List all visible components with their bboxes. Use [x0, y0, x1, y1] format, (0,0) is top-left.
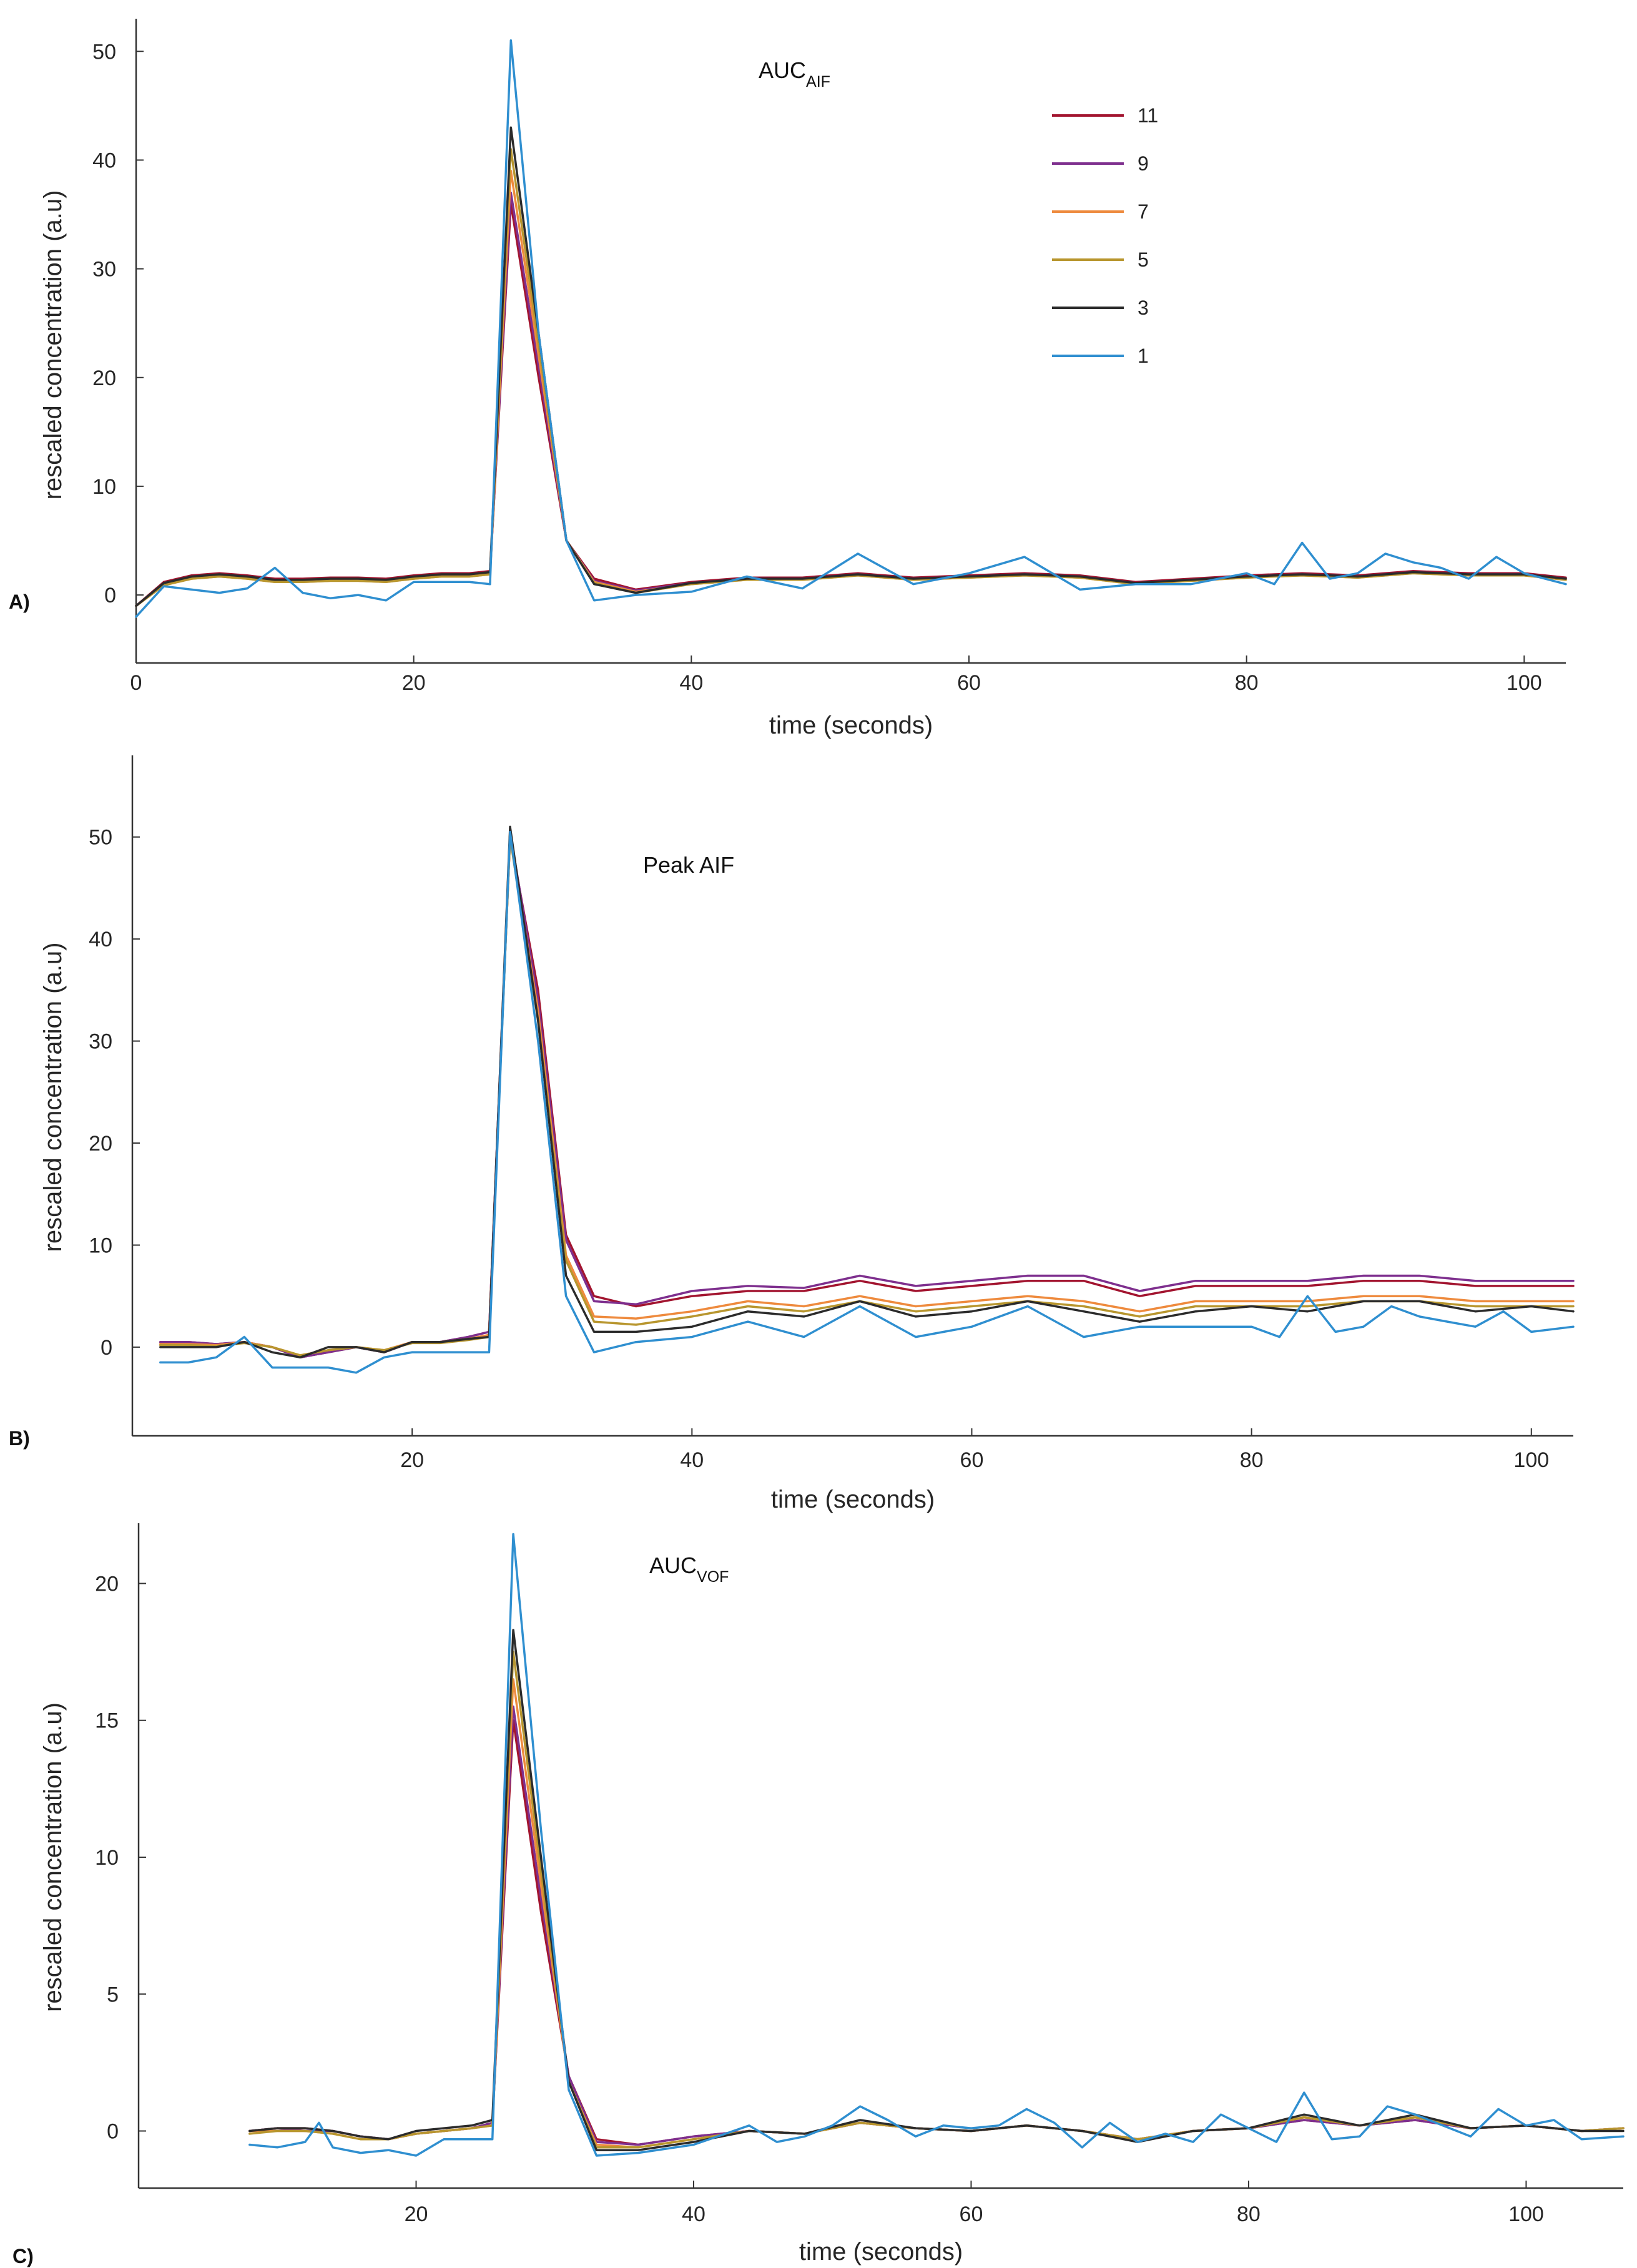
- series-line-1: [248, 1533, 1625, 2157]
- y-tick-label: 50: [92, 40, 116, 64]
- y-tick-label: 15: [95, 1709, 119, 1733]
- y-axis-title: rescaled concentration (a.u): [39, 943, 67, 1252]
- x-tick-label: 20: [400, 1448, 424, 1472]
- x-tick-label: 40: [680, 1448, 704, 1472]
- x-tick-label: 100: [1508, 2202, 1544, 2226]
- y-tick-label: 50: [89, 826, 112, 850]
- y-tick-label: 40: [89, 928, 112, 951]
- panel-label: C): [12, 2245, 34, 2267]
- x-tick-label: 80: [1235, 671, 1259, 695]
- series-line-5: [159, 835, 1575, 1357]
- panel-annotation: Peak AIF: [643, 852, 734, 878]
- x-tick-label: 40: [679, 671, 703, 695]
- annotation-main: AUC: [759, 57, 806, 83]
- x-tick-label: 60: [957, 671, 981, 695]
- annotation-main: AUC: [649, 1553, 697, 1578]
- x-axis-title: time (seconds): [769, 712, 933, 739]
- series-line-1: [159, 830, 1575, 1374]
- x-tick-label: 40: [682, 2202, 705, 2226]
- legend: 11 9 7 5 3 1: [1052, 104, 1158, 367]
- y-tick-label: 20: [92, 366, 116, 390]
- x-axis-title: time (seconds): [799, 2238, 963, 2266]
- legend-label-1: 1: [1138, 345, 1149, 367]
- y-tick-label: 10: [89, 1234, 112, 1257]
- legend-label-3: 3: [1138, 297, 1149, 319]
- annotation-subscript: VOF: [697, 1568, 729, 1586]
- legend-label-11: 11: [1138, 104, 1158, 127]
- x-tick-label: 100: [1507, 671, 1542, 695]
- y-tick-label: 0: [107, 2120, 119, 2144]
- x-tick-label: 20: [405, 2202, 428, 2226]
- chart-panel-3: 0 5 10 15 20 20 40 60 80 100 time (seconds) rescale…: [12, 1523, 1625, 2267]
- x-tick-label: 80: [1237, 2202, 1261, 2226]
- y-tick-label: 10: [95, 1846, 119, 1870]
- x-tick-label: 80: [1240, 1448, 1264, 1472]
- legend-label-9: 9: [1138, 152, 1149, 175]
- y-tick-label: 30: [89, 1030, 112, 1054]
- panel-annotation: AUCAIF: [759, 57, 830, 91]
- panel-label: A): [9, 591, 30, 613]
- legend-label-7: 7: [1138, 200, 1149, 223]
- panel-annotation: AUCVOF: [649, 1553, 729, 1586]
- annotation-subscript: AIF: [806, 73, 830, 91]
- chart-panel-1: 0 10 20 30 40 50 0 20 40 60 80 100 time (seconds) res…: [9, 19, 1567, 739]
- x-tick-label: 60: [960, 2202, 983, 2226]
- series-line-3: [248, 1629, 1625, 2151]
- chart-panel-2: 0 10 20 30 40 50 20 40 60 80 100 time (seconds) resc…: [9, 755, 1575, 1513]
- x-tick-label: 60: [960, 1448, 984, 1472]
- y-tick-label: 30: [92, 258, 116, 282]
- annotation-main: Peak AIF: [643, 852, 734, 878]
- y-tick-label: 20: [89, 1132, 112, 1156]
- y-tick-label: 20: [95, 1572, 119, 1596]
- y-axis-title: rescaled concentration (a.u): [39, 1702, 67, 2012]
- series-line-1: [135, 39, 1567, 618]
- y-tick-label: 5: [107, 1983, 119, 2006]
- y-tick-label: 0: [104, 584, 116, 607]
- series-line-3: [159, 825, 1575, 1359]
- x-tick-label: 20: [402, 671, 426, 695]
- y-tick-label: 0: [101, 1336, 112, 1360]
- panel-label: B): [9, 1427, 30, 1450]
- y-tick-label: 10: [92, 475, 116, 499]
- x-tick-label: 0: [130, 671, 142, 695]
- series-line-9: [159, 830, 1575, 1359]
- x-axis-title: time (seconds): [771, 1486, 935, 1513]
- y-axis-title: rescaled concentration (a.u): [39, 190, 67, 500]
- x-tick-label: 100: [1513, 1448, 1549, 1472]
- legend-label-5: 5: [1138, 248, 1149, 271]
- y-tick-label: 40: [92, 149, 116, 172]
